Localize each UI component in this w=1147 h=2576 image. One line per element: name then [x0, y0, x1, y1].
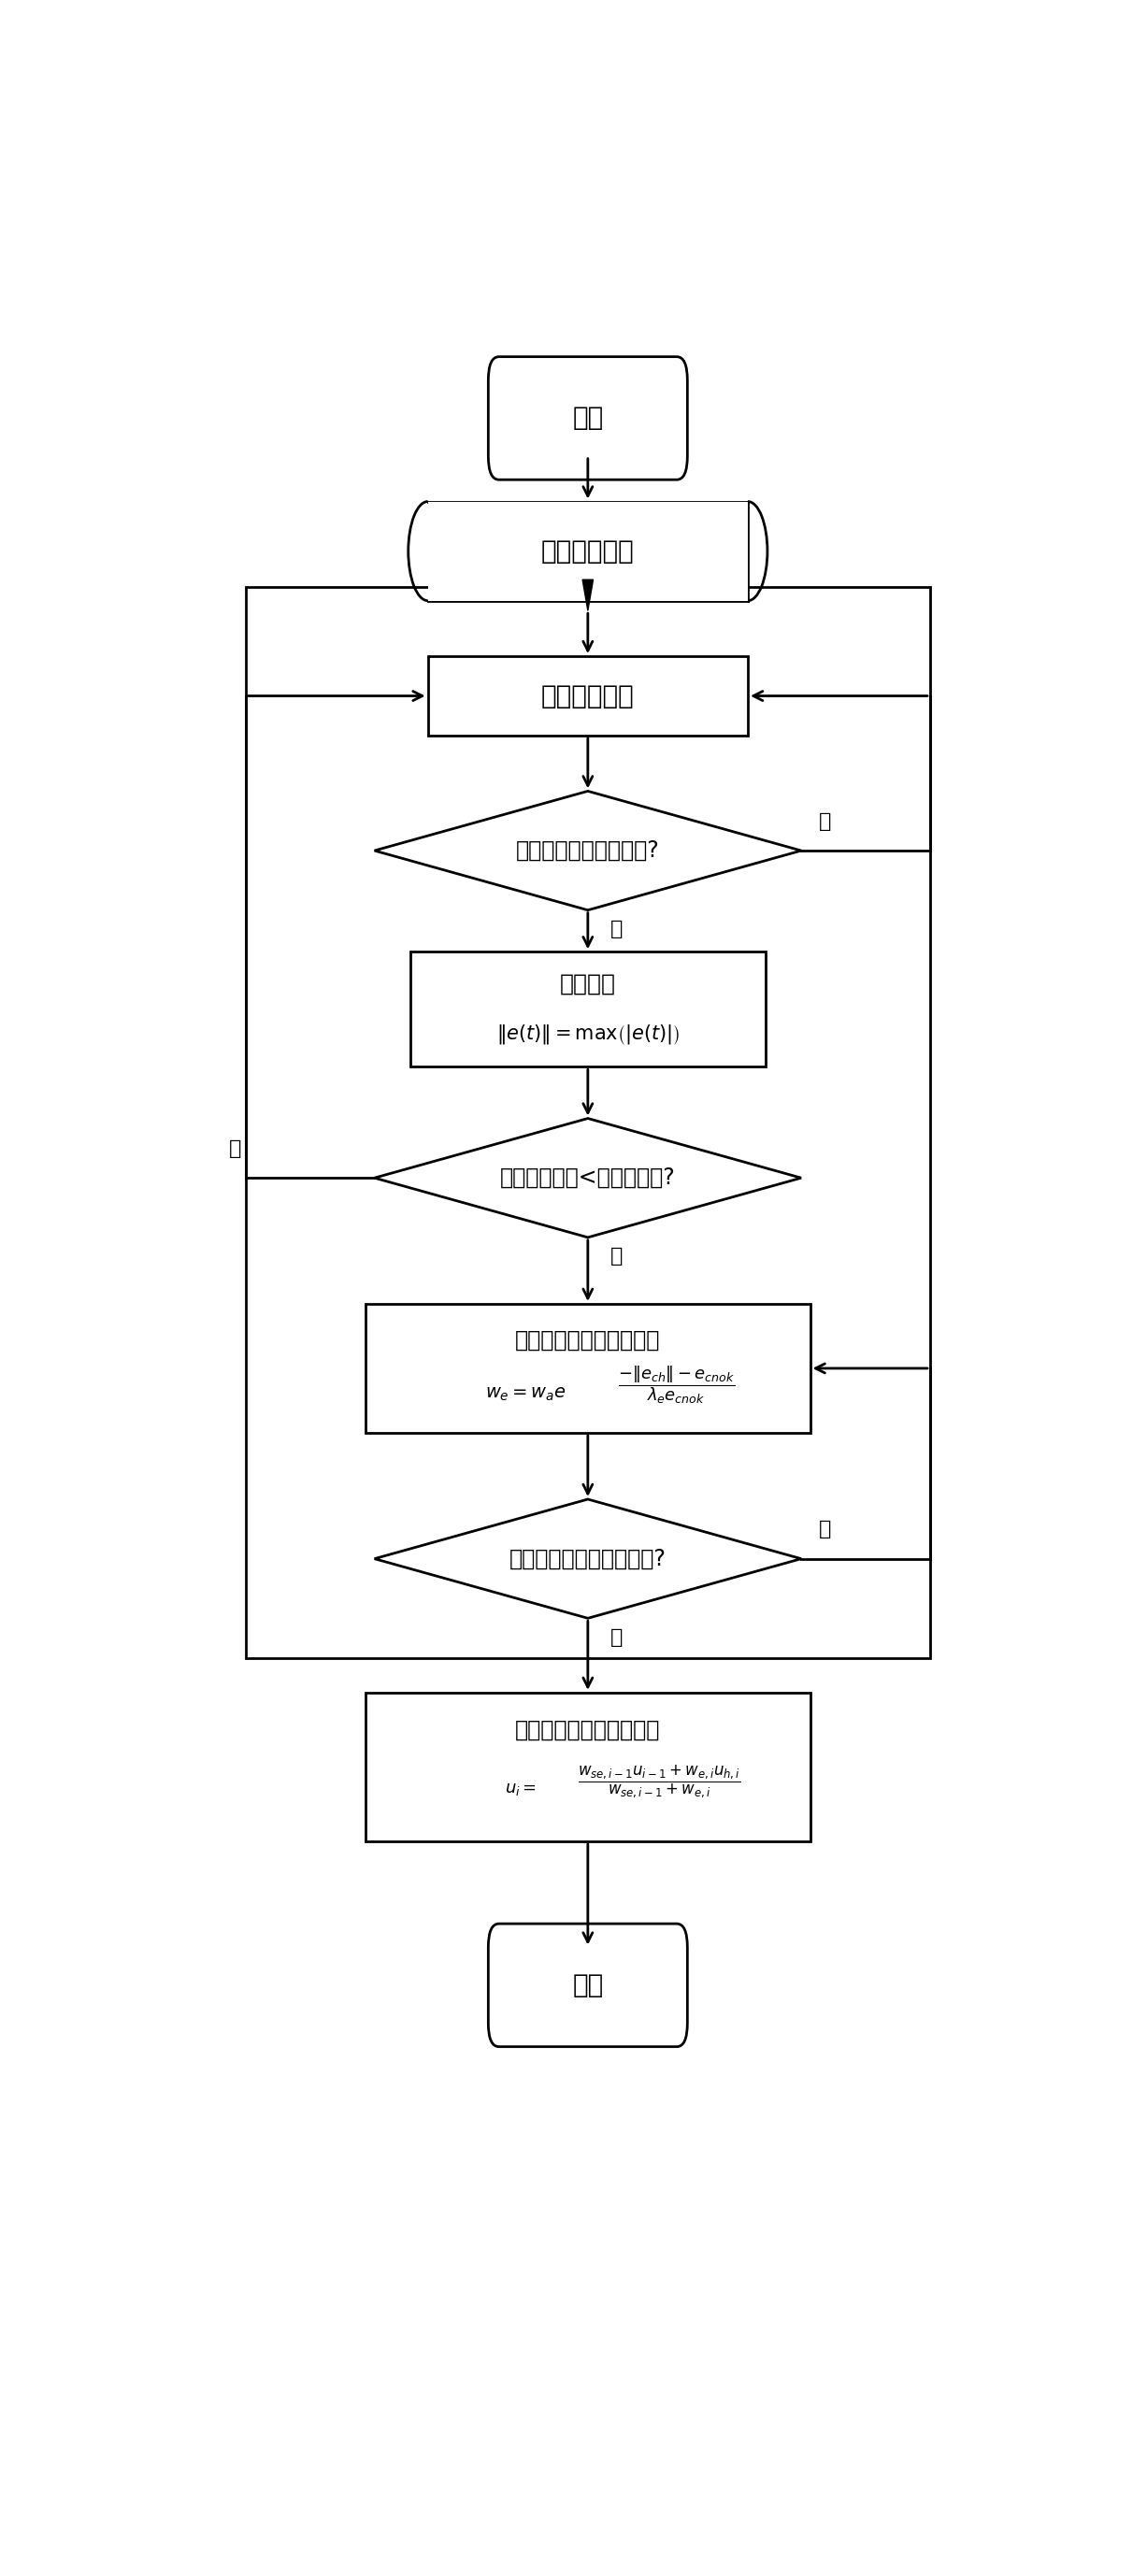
Text: $w_e = w_a e$: $w_e = w_a e$: [485, 1386, 567, 1404]
Text: $\|e(t)\| = \max\left(|e(t)|\right)$: $\|e(t)\| = \max\left(|e(t)|\right)$: [497, 1023, 679, 1046]
Bar: [411, 951, 765, 1066]
Bar: [366, 1692, 810, 1842]
FancyBboxPatch shape: [489, 1924, 687, 2048]
Text: $\dfrac{w_{se,i-1}u_{i-1}+w_{e,i}u_{h,i}}{w_{se,i-1}+w_{e,i}}$: $\dfrac{w_{se,i-1}u_{i-1}+w_{e,i}u_{h,i}…: [577, 1765, 741, 1801]
Text: 是: 是: [610, 920, 623, 938]
Text: 是: 是: [610, 1247, 623, 1265]
Text: 系统运行状态数据正常?: 系统运行状态数据正常?: [516, 840, 660, 863]
Text: 计算控制电流加权平均值: 计算控制电流加权平均值: [515, 1718, 661, 1741]
Bar: [428, 657, 748, 737]
Text: $\dfrac{-\|e_{ch}\|-e_{cnok}}{\lambda_e e_{cnok}}$: $\dfrac{-\|e_{ch}\|-e_{cnok}}{\lambda_e …: [618, 1365, 735, 1406]
Bar: [245, 587, 930, 1659]
Text: 完成全部有价值数据计算?: 完成全部有价值数据计算?: [509, 1548, 666, 1569]
Text: 有价值数据集: 有价值数据集: [541, 538, 634, 564]
Text: 否: 否: [228, 1139, 241, 1159]
FancyBboxPatch shape: [489, 355, 687, 479]
Polygon shape: [374, 791, 801, 909]
Polygon shape: [583, 580, 593, 611]
Text: 结束: 结束: [572, 1973, 603, 1999]
Bar: [428, 502, 748, 600]
Bar: [366, 1303, 810, 1432]
Text: 控制误差范数<误差允许限?: 控制误差范数<误差允许限?: [500, 1167, 676, 1190]
Text: 读取一条数据: 读取一条数据: [541, 683, 634, 708]
Text: 开始: 开始: [572, 404, 603, 430]
Text: 误差范数: 误差范数: [560, 974, 616, 994]
Polygon shape: [374, 1499, 801, 1618]
Text: 计算控制初值的误差权值: 计算控制初值的误差权值: [515, 1329, 661, 1352]
Text: 否: 否: [819, 811, 832, 832]
Polygon shape: [374, 1118, 801, 1236]
Text: $u_i =$: $u_i =$: [506, 1780, 537, 1798]
Text: 否: 否: [819, 1520, 832, 1538]
Text: 是: 是: [610, 1628, 623, 1646]
